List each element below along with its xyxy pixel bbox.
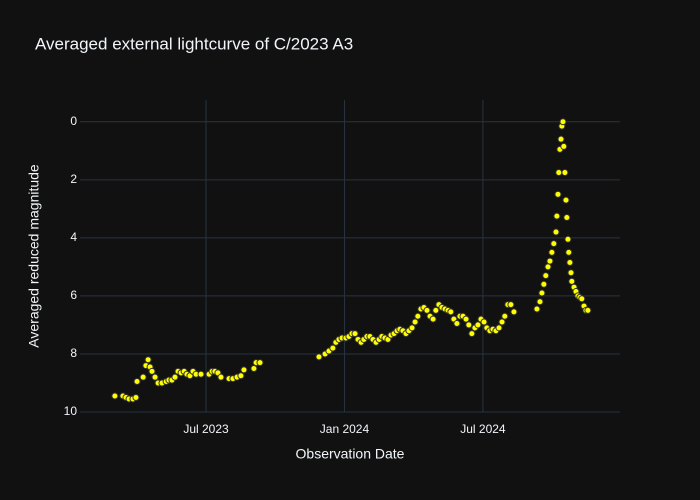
y-axis-title: Averaged reduced magnitude xyxy=(26,164,42,348)
data-point xyxy=(553,212,561,220)
data-point xyxy=(498,318,506,326)
data-point xyxy=(563,214,571,222)
data-point xyxy=(507,301,515,309)
data-point xyxy=(560,142,568,150)
y-tick-label: 10 xyxy=(64,404,78,418)
data-point xyxy=(453,319,461,327)
data-point xyxy=(240,366,248,374)
data-point xyxy=(139,373,147,381)
data-point xyxy=(144,356,152,364)
data-point xyxy=(550,240,558,248)
data-point xyxy=(432,306,440,314)
data-point xyxy=(568,277,576,285)
data-point xyxy=(151,373,159,381)
data-point xyxy=(465,321,473,329)
data-point xyxy=(474,321,482,329)
data-point xyxy=(565,248,573,256)
data-point xyxy=(447,308,455,316)
data-point xyxy=(133,378,141,386)
data-point xyxy=(462,315,470,323)
data-point xyxy=(548,248,556,256)
chart-title: Averaged external lightcurve of C/2023 A… xyxy=(35,34,353,53)
y-tick-label: 6 xyxy=(70,288,77,302)
data-point xyxy=(538,289,546,297)
data-point xyxy=(197,370,205,378)
data-point xyxy=(555,169,563,177)
data-point xyxy=(315,353,323,361)
data-point xyxy=(468,330,476,338)
data-point xyxy=(237,372,245,380)
data-point xyxy=(584,306,592,314)
data-point xyxy=(536,298,544,306)
data-point xyxy=(561,169,569,177)
data-point xyxy=(171,373,179,381)
data-point xyxy=(495,324,503,332)
data-point xyxy=(217,373,225,381)
data-point xyxy=(554,190,562,198)
y-tick-label: 4 xyxy=(70,230,77,244)
data-point xyxy=(544,263,552,271)
data-point xyxy=(567,269,575,277)
y-tick-label: 0 xyxy=(70,114,77,128)
data-point xyxy=(411,318,419,326)
data-point xyxy=(540,280,548,288)
data-point xyxy=(564,235,572,243)
data-point xyxy=(408,324,416,332)
data-point xyxy=(250,364,258,372)
data-point xyxy=(559,118,567,126)
data-point xyxy=(148,367,156,375)
y-tick-label: 8 xyxy=(70,346,77,360)
y-tick-label: 2 xyxy=(70,172,77,186)
data-point xyxy=(480,318,488,326)
data-point xyxy=(351,330,359,338)
data-point xyxy=(542,272,550,280)
data-point xyxy=(429,315,437,323)
x-tick-label: Jul 2024 xyxy=(460,422,506,436)
data-point xyxy=(414,312,422,320)
data-point xyxy=(111,392,119,400)
data-point xyxy=(566,259,574,267)
data-point xyxy=(557,135,565,143)
data-point xyxy=(562,196,570,204)
data-point xyxy=(329,344,337,352)
data-point xyxy=(423,306,431,314)
data-point xyxy=(501,312,509,320)
x-axis-title: Observation Date xyxy=(296,446,405,462)
data-point xyxy=(552,228,560,236)
data-point xyxy=(132,393,140,401)
x-tick-label: Jul 2023 xyxy=(183,422,229,436)
data-point xyxy=(533,305,541,313)
data-point xyxy=(510,308,518,316)
data-point xyxy=(256,359,264,367)
x-tick-label: Jan 2024 xyxy=(320,422,370,436)
data-point xyxy=(578,295,586,303)
data-point xyxy=(546,257,554,265)
